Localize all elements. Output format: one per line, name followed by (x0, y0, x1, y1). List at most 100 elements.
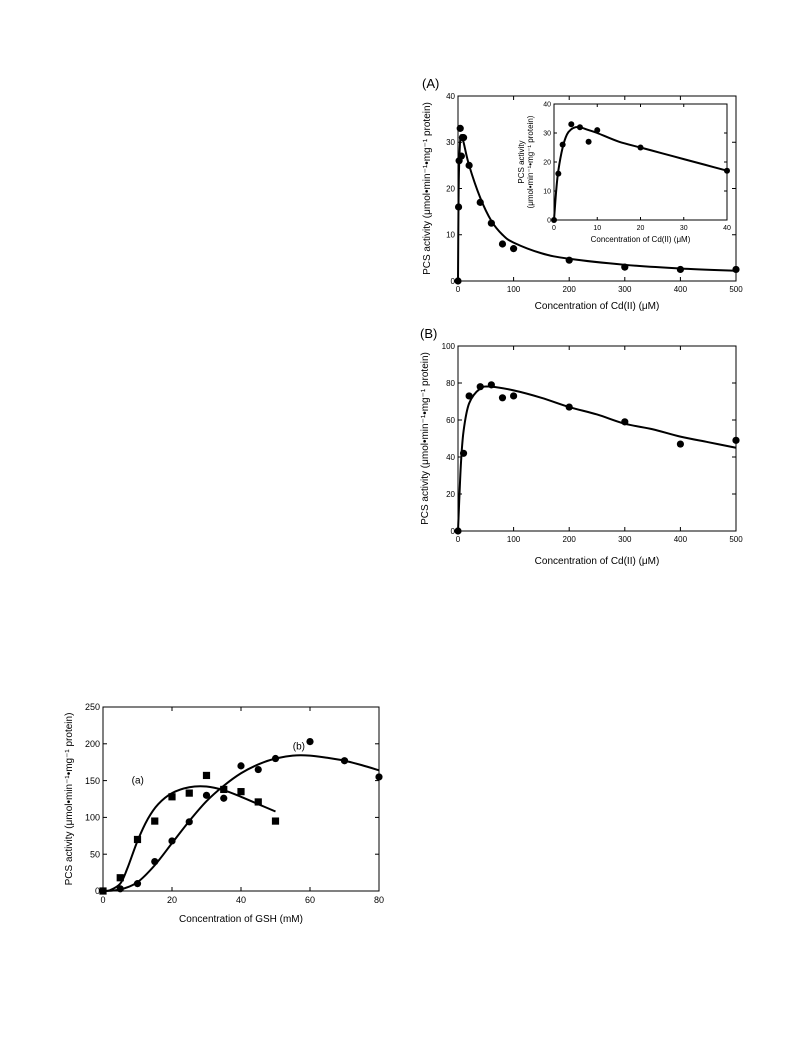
data-point (621, 418, 629, 426)
data-point (375, 773, 383, 781)
data-point-square (133, 835, 142, 844)
panel-label: (B) (420, 326, 437, 341)
data-point (487, 219, 495, 227)
data-point (465, 392, 473, 400)
data-point (565, 403, 573, 411)
y-tick-label: 0 (95, 886, 100, 896)
data-point (456, 124, 464, 132)
data-point (476, 198, 484, 206)
data-point (306, 737, 314, 746)
data-point (457, 152, 465, 160)
y-axis-label-line1: PCS activity (517, 140, 526, 183)
y-axis-label: PCS activity (μmol•min⁻¹•mg⁻¹ protein) (422, 102, 433, 275)
y-tick-label: 40 (446, 453, 455, 462)
y-tick-label: 150 (85, 776, 100, 786)
y-tick-label: 40 (543, 101, 551, 108)
y-tick-label: 60 (446, 416, 455, 425)
data-point-square (116, 874, 124, 882)
x-tick-label: 200 (563, 535, 577, 544)
data-point-square (168, 793, 176, 801)
series-label-a: (a) (132, 775, 144, 786)
data-point (498, 394, 507, 402)
data-point-square (237, 788, 245, 796)
plot-frame (102, 706, 380, 892)
data-point (454, 527, 462, 535)
data-point (487, 381, 495, 389)
y-tick-label: 30 (543, 130, 551, 137)
x-tick-label: 40 (723, 225, 731, 232)
x-tick-label: 80 (374, 895, 384, 905)
y-tick-label: 30 (446, 138, 455, 147)
y-tick-label: 0 (451, 527, 456, 536)
x-tick-label: 60 (305, 895, 315, 905)
data-point (676, 265, 685, 274)
data-point (99, 887, 107, 895)
data-point (168, 837, 176, 845)
y-axis-label: PCS activity (μmol•min⁻¹•mg⁻¹ protein) (420, 352, 431, 525)
x-tick-label: 100 (507, 535, 521, 544)
y-tick-label: 10 (446, 231, 455, 240)
data-point (585, 138, 592, 145)
y-tick-label: 200 (85, 739, 100, 749)
y-axis-label: PCS activity (μmol•min⁻¹•mg⁻¹ protein) (64, 713, 75, 886)
series-label-b: (b) (293, 742, 305, 753)
y-tick-label: 100 (442, 342, 456, 351)
data-point (459, 449, 468, 457)
data-point (498, 240, 507, 248)
x-tick-label: 500 (729, 535, 743, 544)
data-point (594, 127, 601, 134)
data-point (559, 141, 566, 148)
y-tick-label: 0 (451, 277, 456, 286)
data-point (185, 818, 193, 826)
data-point (676, 440, 685, 448)
data-point (254, 765, 262, 774)
data-point (732, 436, 740, 444)
data-point (621, 263, 629, 271)
x-tick-label: 300 (618, 535, 632, 544)
data-point-square (151, 817, 159, 825)
fit-curve (553, 125, 728, 221)
x-tick-label: 0 (552, 225, 556, 232)
x-tick-label: 100 (507, 285, 521, 294)
data-point (565, 256, 573, 264)
data-point (459, 134, 468, 142)
x-tick-label: 20 (637, 225, 645, 232)
data-point (568, 121, 575, 128)
data-point (220, 794, 228, 802)
x-axis-label: Concentration of Cd(II) (μM) (535, 556, 660, 567)
x-tick-label: 30 (680, 225, 688, 232)
x-tick-label: 200 (563, 285, 577, 294)
data-point (133, 880, 142, 888)
x-axis-label: Concentration of GSH (mM) (179, 914, 303, 925)
data-point (271, 754, 280, 763)
data-point (724, 167, 730, 174)
data-point (551, 217, 557, 223)
data-point-square (271, 817, 280, 825)
plot-frame (457, 345, 737, 532)
x-axis-label: Concentration of Cd(II) (μM) (535, 301, 660, 312)
data-point-square (254, 798, 262, 806)
data-point (476, 383, 484, 391)
x-tick-label: 10 (593, 225, 601, 232)
data-point (116, 885, 124, 893)
data-point (637, 144, 644, 151)
x-tick-label: 20 (167, 895, 177, 905)
data-point (202, 791, 211, 799)
x-tick-label: 400 (674, 285, 688, 294)
x-tick-label: 0 (456, 535, 461, 544)
data-point (237, 762, 245, 770)
data-point-square (202, 771, 211, 780)
data-point-square (185, 789, 193, 797)
inset-background (554, 104, 727, 220)
x-tick-label: 0 (100, 895, 105, 905)
data-point-square (220, 785, 228, 794)
y-tick-label: 80 (446, 379, 455, 388)
y-tick-label: 50 (90, 849, 100, 859)
x-tick-label: 400 (674, 535, 688, 544)
chart-a-inset: 0 10 20 30 40 0 10 20 30 40 Concentration of Cd(II… (517, 101, 731, 244)
y-tick-label: 0 (547, 217, 551, 224)
x-tick-label: 500 (729, 285, 743, 294)
